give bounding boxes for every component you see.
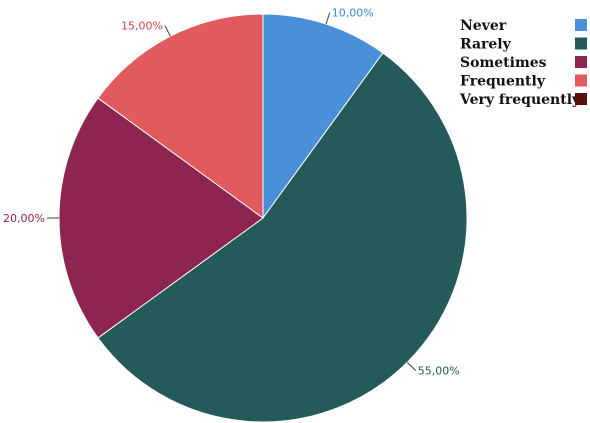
legend-swatch-frequently [575, 74, 587, 87]
pie-slices [58, 13, 468, 423]
slice-label-sometimes: 20,00% [3, 212, 45, 225]
legend-label-never: Never [460, 18, 507, 34]
legend-swatch-very-frequently [575, 93, 587, 105]
pie-slice-sometimes [58, 97, 264, 339]
legend-label-very-frequently: Very frequently [459, 92, 581, 108]
slice-label-rarely: 55,00% [418, 365, 460, 378]
pie-slice-never [262, 13, 384, 220]
leader-lines [47, 12, 417, 372]
slice-label-never: 10,00% [332, 7, 374, 20]
legend-label-sometimes: Sometimes [460, 55, 547, 71]
leader-line-frequently [164, 25, 171, 37]
legend-swatch-sometimes [575, 56, 587, 68]
legend-label-rarely: Rarely [460, 37, 512, 53]
legend-label-frequently: Frequently [460, 74, 546, 90]
leader-line-rarely [406, 361, 417, 372]
slice-labels: 10,00% 55,00% 20,00% 15,00% [3, 7, 460, 378]
leader-line-never [325, 12, 331, 25]
legend-swatch-rarely [575, 37, 587, 50]
pie-slice-frequently [97, 13, 264, 219]
legend-swatch-never [575, 19, 587, 31]
legend: Never Rarely Sometimes Frequently Very frequ… [459, 18, 587, 108]
slice-label-frequently: 15,00% [121, 20, 163, 33]
